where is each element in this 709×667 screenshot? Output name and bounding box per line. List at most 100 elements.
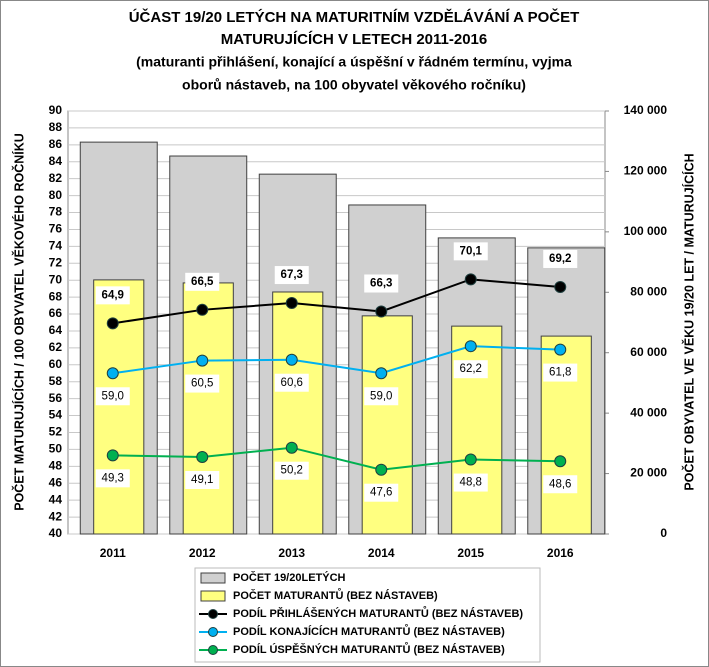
point xyxy=(106,449,119,462)
point xyxy=(285,353,298,366)
point xyxy=(106,367,119,380)
y2-tick-label: 40 000 xyxy=(630,405,667,419)
chart-title: ÚČAST 19/20 LETÝCH NA MATURITNÍM VZDĚLÁV… xyxy=(129,8,580,26)
value-label: 66,3 xyxy=(370,278,392,290)
legend-swatch xyxy=(200,590,226,602)
value-label-bg xyxy=(95,286,130,305)
y-tick-label: 66 xyxy=(49,306,63,320)
value-label-bg xyxy=(185,471,220,490)
point xyxy=(464,453,477,466)
y2-tick-label: 140 000 xyxy=(624,103,668,117)
y2-tick-label: 100 000 xyxy=(624,224,668,238)
point xyxy=(554,455,567,468)
y-tick-label: 76 xyxy=(49,222,63,236)
point xyxy=(464,273,477,286)
x-tick-label: 2011 xyxy=(100,546,126,560)
value-label: 59,0 xyxy=(102,390,124,402)
legend-box xyxy=(194,567,541,663)
value-label: 50,2 xyxy=(281,465,303,477)
value-label: 47,6 xyxy=(370,487,392,499)
x-tick-label: 2015 xyxy=(457,546,484,560)
legend-label: POČET MATURANTŮ (BEZ NÁSTAVEB) xyxy=(233,588,438,602)
bar xyxy=(182,282,234,535)
value-label-bg xyxy=(543,363,578,382)
value-label: 48,8 xyxy=(460,477,482,489)
value-label-bg xyxy=(453,242,488,261)
value-label-bg xyxy=(274,373,309,392)
y-tick-label: 88 xyxy=(49,120,63,134)
point xyxy=(554,280,567,293)
value-label-bg xyxy=(95,469,130,488)
value-label: 70,1 xyxy=(460,245,483,257)
value-label: 64,9 xyxy=(102,289,124,301)
y-tick-label: 40 xyxy=(49,526,63,540)
point xyxy=(375,367,388,380)
point xyxy=(196,451,209,464)
point xyxy=(106,317,119,330)
value-label-bg xyxy=(543,249,578,268)
y-tick-label: 70 xyxy=(49,272,63,286)
value-label: 61,8 xyxy=(549,367,571,379)
x-tick-label: 2014 xyxy=(368,546,395,560)
x-tick-label: 2012 xyxy=(189,546,216,560)
point xyxy=(554,343,567,356)
y-tick-label: 42 xyxy=(49,509,63,523)
value-label-bg xyxy=(95,387,130,406)
point xyxy=(196,354,209,367)
y-tick-label: 78 xyxy=(49,205,63,219)
y-tick-label: 72 xyxy=(49,255,63,269)
line xyxy=(112,278,561,325)
legend-label: PODÍL ÚSPĚŠNÝCH MATURANTŮ (BEZ NÁSTAVEB) xyxy=(233,642,505,656)
y-tick-label: 80 xyxy=(49,188,63,202)
x-tick-label: 2016 xyxy=(547,546,574,560)
y-tick-label: 44 xyxy=(49,492,63,506)
value-label: 60,5 xyxy=(191,378,213,390)
y-tick-label: 50 xyxy=(49,442,63,456)
value-label-bg xyxy=(543,475,578,494)
chart-title: MATURUJÍCÍCH V LETECH 2011-2016 xyxy=(221,31,487,48)
value-label: 69,2 xyxy=(549,253,571,265)
point xyxy=(196,303,209,316)
point xyxy=(464,340,477,353)
point xyxy=(375,463,388,476)
value-label-bg xyxy=(453,473,488,492)
value-label-bg xyxy=(364,387,399,406)
value-label: 67,3 xyxy=(281,269,303,281)
value-label-bg xyxy=(274,461,309,480)
value-label-bg xyxy=(274,266,309,285)
y-tick-label: 74 xyxy=(49,239,63,253)
y-tick-label: 64 xyxy=(49,323,63,337)
y-tick-label: 46 xyxy=(49,475,63,489)
bar xyxy=(451,325,503,535)
y-tick-label: 84 xyxy=(49,154,63,168)
value-label: 49,3 xyxy=(102,472,124,484)
legend-label: PODÍL KONAJÍCÍCH MATURANTŮ (BEZ NÁSTAVEB… xyxy=(233,624,505,638)
value-label: 59,0 xyxy=(370,390,392,402)
point xyxy=(285,441,298,454)
y-tick-label: 68 xyxy=(49,289,63,303)
y2-tick-label: 20 000 xyxy=(630,466,667,480)
legend-swatch xyxy=(208,645,218,655)
point xyxy=(285,297,298,310)
y-tick-label: 58 xyxy=(49,374,63,388)
y-tick-label: 48 xyxy=(49,458,63,472)
value-label: 49,1 xyxy=(191,474,213,486)
line xyxy=(112,345,561,375)
value-label: 60,6 xyxy=(281,377,303,389)
value-label: 48,6 xyxy=(549,478,571,490)
y-tick-label: 52 xyxy=(49,425,63,439)
y-tick-label: 62 xyxy=(49,340,63,354)
legend-label: PODÍL PŘIHLÁŠENÝCH MATURANTŮ (BEZ NÁSTAV… xyxy=(233,606,523,620)
point xyxy=(375,305,388,318)
legend-swatch xyxy=(208,609,218,619)
y-tick-label: 56 xyxy=(49,391,63,405)
y2-tick-label: 0 xyxy=(660,526,667,540)
value-label: 66,5 xyxy=(191,276,214,288)
bar xyxy=(272,291,324,535)
bar xyxy=(93,279,145,535)
y2-axis-title: POČET OBYVATEL VE VĚKU 19/20 LET / MATUR… xyxy=(681,153,696,490)
y2-tick-label: 60 000 xyxy=(630,345,667,359)
y-tick-label: 86 xyxy=(49,137,63,151)
value-label-bg xyxy=(364,483,399,502)
